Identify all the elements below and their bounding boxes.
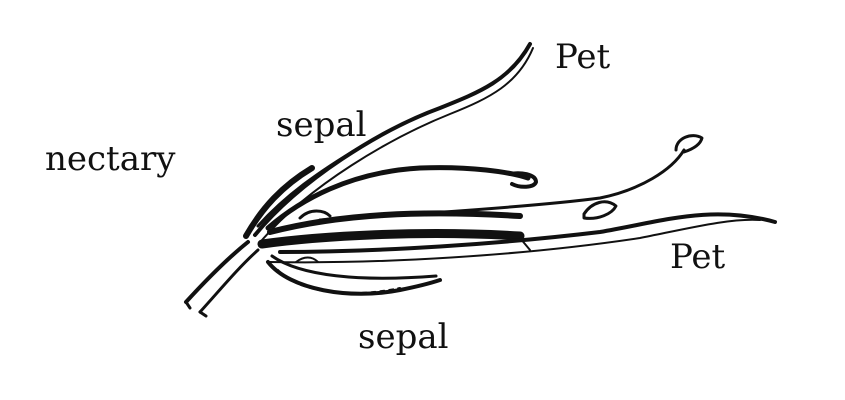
stamen-bundle (257, 229, 525, 249)
stamen-upper (265, 165, 531, 231)
sepal-upper (243, 165, 315, 239)
stalk (184, 240, 250, 304)
stamen-long (318, 148, 686, 222)
stalk-lower (198, 248, 260, 314)
label-nectary: nectary (45, 139, 176, 179)
sepal-lower (266, 260, 442, 296)
petal-upper (253, 42, 532, 237)
label-pet-right: Pet (670, 237, 726, 277)
label-sepal-bottom: sepal (358, 317, 449, 357)
petal-lower (278, 212, 777, 254)
label-sepal-top: sepal (276, 105, 367, 145)
label-pet-top: Pet (555, 37, 611, 77)
